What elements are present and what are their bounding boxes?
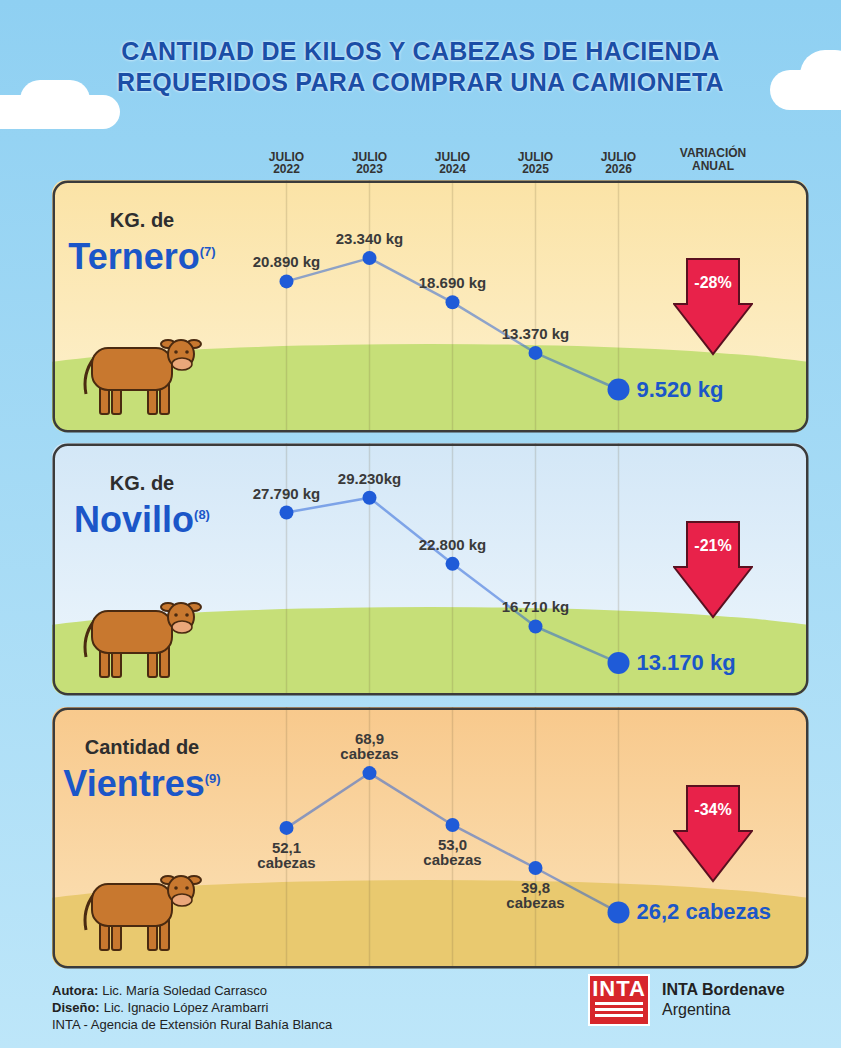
html-text:(7): (7) xyxy=(199,244,216,259)
svg-text:18.690 kg: 18.690 kg xyxy=(419,274,487,291)
svg-text:53,0cabezas: 53,0cabezas xyxy=(423,836,481,868)
html-text:Cantidad de: Cantidad de xyxy=(84,736,200,758)
svg-text:26,2 cabezas: 26,2 cabezas xyxy=(637,899,772,924)
svg-text:-28%: -28% xyxy=(694,274,731,291)
svg-text:JULIO2024: JULIO2024 xyxy=(435,150,470,176)
html-text:INTA Bordenave: INTA Bordenave xyxy=(662,981,785,998)
html-text:KG. de: KG. de xyxy=(109,209,175,231)
svg-text:16.710 kg: 16.710 kg xyxy=(502,598,570,615)
html-text:INTA - Agencia de Extensión Ru: INTA - Agencia de Extensión Rural Bahía … xyxy=(52,1017,333,1032)
svg-text:20.890 kg: 20.890 kg xyxy=(253,253,321,270)
html-text:Argentina: Argentina xyxy=(662,1001,731,1018)
svg-text:52,1cabezas: 52,1cabezas xyxy=(257,839,315,871)
html-text:KG. de: KG. de xyxy=(109,472,175,494)
svg-text:-21%: -21% xyxy=(694,537,731,554)
html-text:Ternero: Ternero xyxy=(68,236,200,277)
html-text:VARIACIÓN ANUAL: VARIACIÓN ANUAL xyxy=(679,146,747,173)
html-text:CANTIDAD DE KILOS Y CABEZAS DE: CANTIDAD DE KILOS Y CABEZAS DE HACIENDA xyxy=(121,37,720,65)
html-text:Vientres: Vientres xyxy=(63,763,205,804)
svg-text:JULIO2022: JULIO2022 xyxy=(269,150,304,176)
svg-text:-34%: -34% xyxy=(694,801,731,818)
html-text:(8): (8) xyxy=(194,507,210,522)
svg-text:22.800 kg: 22.800 kg xyxy=(419,536,487,553)
svg-text:13.170 kg: 13.170 kg xyxy=(637,650,736,675)
svg-text:13.370 kg: 13.370 kg xyxy=(502,325,570,342)
svg-text:39,8cabezas: 39,8cabezas xyxy=(506,879,564,911)
html-text:Diseño: Lic. Ignacio López Ara: Diseño: Lic. Ignacio López Arambarri xyxy=(52,1000,269,1015)
svg-text:68,9cabezas: 68,9cabezas xyxy=(340,730,398,762)
svg-text:27.790 kg: 27.790 kg xyxy=(253,485,321,502)
svg-text:JULIO2026: JULIO2026 xyxy=(601,150,636,176)
svg-text:23.340 kg: 23.340 kg xyxy=(336,230,404,247)
svg-text:9.520 kg: 9.520 kg xyxy=(637,377,724,402)
html-text:INTA: INTA xyxy=(592,976,646,1001)
html-text:REQUERIDOS PARA COMPRAR UNA CA: REQUERIDOS PARA COMPRAR UNA CAMIONETA xyxy=(117,68,724,96)
html-text:Novillo: Novillo xyxy=(74,499,195,540)
svg-text:29.230kg: 29.230kg xyxy=(338,470,401,487)
html-text:Autora: Lic. María Soledad Car: Autora: Lic. María Soledad Carrasco xyxy=(52,983,267,998)
svg-text:JULIO2023: JULIO2023 xyxy=(352,150,387,176)
svg-text:JULIO2025: JULIO2025 xyxy=(518,150,553,176)
html-text:(9): (9) xyxy=(204,771,221,786)
